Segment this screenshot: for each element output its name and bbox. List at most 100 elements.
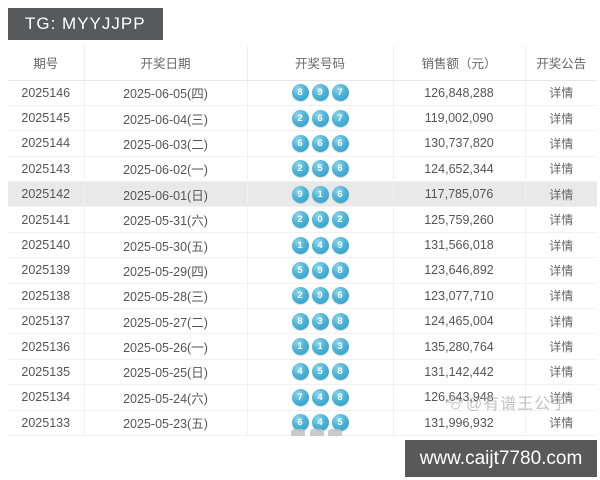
table-row: 2025145 2025-06-04(三) 2 6 7 119,002,090 详情 (8, 105, 597, 132)
header-sales: 销售额（元） (392, 46, 525, 81)
number-ball: 5 (331, 414, 349, 432)
sales-cell: 125,759,260 (392, 206, 525, 233)
detail-link[interactable]: 详情 (549, 314, 574, 329)
number-ball: 7 (331, 109, 349, 127)
date-cell: 2025-05-23(五) (83, 410, 247, 436)
sales-cell: 131,566,018 (392, 232, 525, 259)
number-ball: 2 (291, 211, 309, 229)
detail-link[interactable]: 详情 (549, 136, 574, 151)
table-row: 2025144 2025-06-03(二) 6 6 6 130,737,820 详情 (8, 130, 597, 157)
number-ball: 7 (331, 84, 349, 102)
number-ball: 6 (331, 287, 349, 305)
table-row: 2025134 2025-05-24(六) 7 4 8 126,643,948 详情 (8, 384, 597, 411)
number-ball: 9 (311, 84, 329, 102)
number-ball: 8 (331, 363, 349, 381)
detail-link[interactable]: 详情 (549, 238, 574, 253)
detail-link[interactable]: 详情 (549, 365, 574, 380)
number-ball: 2 (331, 211, 349, 229)
number-ball: 1 (291, 338, 309, 356)
table-row: 2025143 2025-06-02(一) 2 5 6 124,652,344 详情 (8, 156, 597, 183)
number-ball: 0 (311, 211, 329, 229)
number-ball: 1 (311, 338, 329, 356)
issue-cell: 2025146 (8, 80, 84, 106)
detail-link[interactable]: 详情 (549, 340, 574, 355)
issue-cell: 2025135 (8, 359, 84, 386)
date-cell: 2025-05-27(二) (83, 308, 247, 335)
number-ball: 8 (331, 261, 349, 279)
number-ball: 1 (311, 185, 329, 203)
date-cell: 2025-05-25(日) (83, 359, 247, 386)
number-ball: 6 (331, 134, 349, 152)
date-cell: 2025-05-31(六) (83, 206, 247, 233)
notice-cell: 详情 (524, 80, 597, 106)
sales-cell: 117,785,076 (392, 181, 525, 208)
number-ball: 5 (291, 261, 309, 279)
detail-link[interactable]: 详情 (549, 162, 574, 177)
cutoff-ball-stub (328, 429, 342, 436)
number-ball: 8 (331, 312, 349, 330)
number-ball: 3 (311, 312, 329, 330)
number-ball: 2 (291, 160, 309, 178)
number-ball: 9 (311, 287, 329, 305)
detail-link[interactable]: 详情 (549, 289, 574, 304)
table-row: 2025140 2025-05-30(五) 1 4 9 131,566,018 详情 (8, 232, 597, 259)
table-row: 2025135 2025-05-25(日) 4 5 8 131,142,442 详情 (8, 359, 597, 386)
number-ball: 9 (291, 185, 309, 203)
detail-link[interactable]: 详情 (549, 416, 574, 431)
date-cell: 2025-05-24(六) (83, 384, 247, 411)
detail-link[interactable]: 详情 (549, 263, 574, 278)
date-cell: 2025-06-01(日) (83, 181, 247, 208)
number-ball: 2 (291, 109, 309, 127)
table-row: 2025137 2025-05-27(二) 8 3 8 124,465,004 详情 (8, 308, 597, 335)
number-ball: 9 (331, 236, 349, 254)
date-cell: 2025-06-04(三) (83, 105, 247, 132)
table-row: 2025146 2025-06-05(四) 8 9 7 126,848,288 详情 (8, 80, 597, 106)
sales-cell: 123,077,710 (392, 283, 525, 310)
number-ball: 6 (331, 160, 349, 178)
issue-cell: 2025138 (8, 283, 84, 310)
issue-cell: 2025139 (8, 257, 84, 284)
tg-badge: TG: MYYJJPP (8, 8, 163, 40)
number-ball: 8 (291, 312, 309, 330)
table-row: 2025142 2025-06-01(日) 9 1 6 117,785,076 详情 (8, 181, 597, 208)
issue-cell: 2025141 (8, 206, 84, 233)
header-issue: 期号 (8, 46, 84, 81)
number-ball: 5 (311, 160, 329, 178)
detail-link[interactable]: 详情 (549, 187, 574, 202)
notice-cell: 详情 (524, 130, 597, 157)
sales-cell: 124,465,004 (392, 308, 525, 335)
notice-cell: 详情 (524, 410, 597, 436)
detail-link[interactable]: 详情 (549, 213, 574, 228)
number-ball: 1 (291, 236, 309, 254)
issue-cell: 2025134 (8, 384, 84, 411)
sales-cell: 130,737,820 (392, 130, 525, 157)
lottery-results-table: 期号 开奖日期 开奖号码 销售额（元） 开奖公告 2025146 2025-06-… (8, 46, 597, 436)
number-ball: 5 (311, 363, 329, 381)
date-cell: 2025-05-28(三) (83, 283, 247, 310)
notice-cell: 详情 (524, 206, 597, 233)
issue-cell: 2025142 (8, 181, 84, 208)
table-row: 2025139 2025-05-29(四) 5 9 8 123,646,892 详情 (8, 257, 597, 284)
detail-link[interactable]: 详情 (549, 390, 574, 405)
issue-cell: 2025136 (8, 333, 84, 360)
detail-link[interactable]: 详情 (549, 86, 574, 101)
sales-cell: 131,142,442 (392, 359, 525, 386)
table-row: 2025136 2025-05-26(一) 1 1 3 135,280,764 详情 (8, 333, 597, 360)
date-cell: 2025-05-30(五) (83, 232, 247, 259)
notice-cell: 详情 (524, 283, 597, 310)
header-date: 开奖日期 (83, 46, 247, 81)
table-header-row: 期号 开奖日期 开奖号码 销售额（元） 开奖公告 (8, 46, 597, 81)
number-ball: 4 (311, 388, 329, 406)
detail-link[interactable]: 详情 (549, 111, 574, 126)
table-row: 2025138 2025-05-28(三) 2 9 6 123,077,710 详情 (8, 283, 597, 310)
number-ball: 6 (311, 134, 329, 152)
notice-cell: 详情 (524, 105, 597, 132)
table-row: 2025141 2025-05-31(六) 2 0 2 125,759,260 详情 (8, 206, 597, 233)
notice-cell: 详情 (524, 232, 597, 259)
